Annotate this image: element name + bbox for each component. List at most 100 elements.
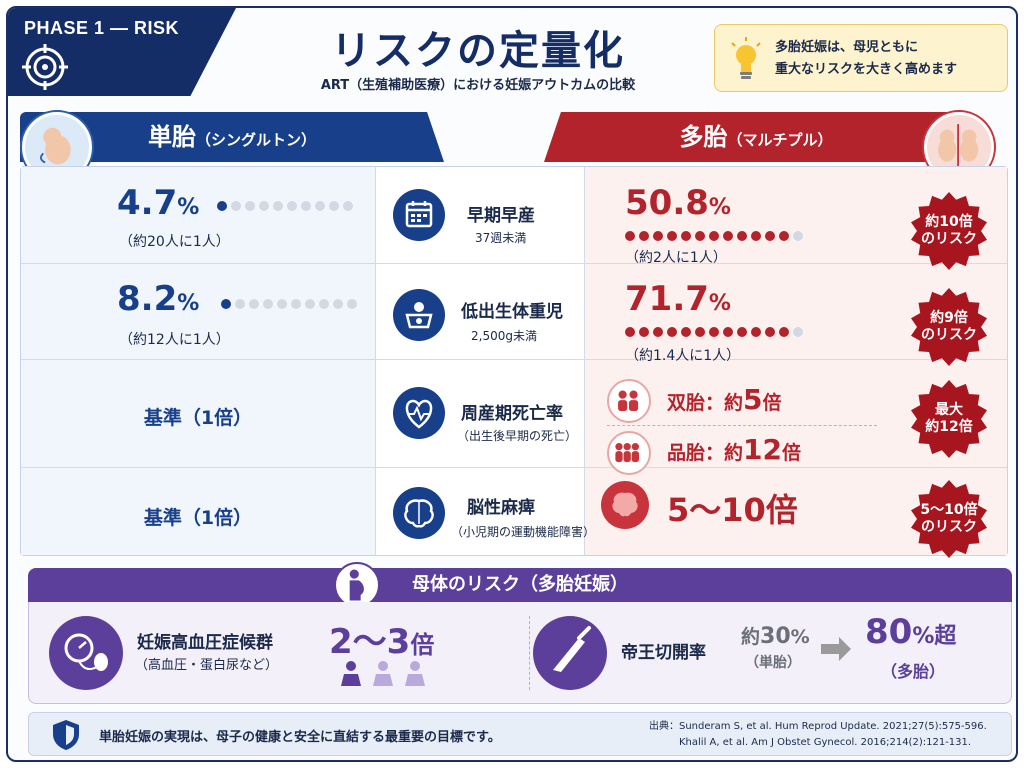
filled-dot	[737, 231, 747, 241]
filled-dot	[751, 327, 761, 337]
empty-dot	[235, 299, 245, 309]
arrow-right-icon	[821, 637, 851, 661]
filled-dot	[639, 231, 649, 241]
tip-text: 多胎妊娠は、母児ともに 重大なリスクを大きく高めます	[775, 37, 1003, 81]
maternal-section-header: 母体のリスク（多胎妊娠）	[28, 568, 1012, 602]
empty-dot	[347, 299, 357, 309]
filled-dot	[751, 231, 761, 241]
filled-dot	[765, 327, 775, 337]
row-divider	[21, 467, 1007, 468]
preterm-single-dots	[217, 201, 353, 211]
empty-dot	[273, 201, 283, 211]
single-header-sub: （シングルトン）	[195, 131, 316, 149]
triplets-label: 品胎：約	[667, 442, 744, 464]
preterm-multi-ratio: （約2人に1人）	[625, 250, 727, 266]
filled-dot	[681, 231, 691, 241]
pregnant-mother-icon	[334, 562, 380, 608]
phase-label: PHASE 1 — RISK	[24, 18, 180, 38]
triplets-icon	[607, 431, 651, 475]
page-subtitle: ART（生殖補助医療）における妊娠アウトカムの比較	[320, 78, 636, 93]
hypertension-value: 2～3倍	[329, 614, 434, 663]
citations: 出典：Sunderam S, et al. Hum Reprod Update.…	[649, 719, 1005, 751]
lbw-multi-dots	[625, 327, 803, 337]
filled-dot	[653, 231, 663, 241]
page-title: リスクの定量化	[331, 28, 625, 74]
multi-header-sub: （マルチプル）	[727, 131, 833, 149]
empty-dot	[793, 231, 803, 241]
filled-dot	[723, 231, 733, 241]
filled-dot	[737, 327, 747, 337]
preterm-multi-pct: 50.8%	[625, 183, 731, 223]
filled-dot	[779, 231, 789, 241]
cp-sublabel: （小児期の運動機能障害）	[451, 525, 596, 539]
filled-dot	[639, 327, 649, 337]
filled-dot	[765, 231, 775, 241]
cesarean-multi-number: 80	[865, 612, 913, 652]
preterm-single-pct: 4.7%	[117, 183, 199, 223]
filled-dot	[779, 327, 789, 337]
hypertension-sublabel: （高血圧・蛋白尿など）	[135, 658, 279, 673]
maternal-section-body: 妊娠高血圧症候群 （高血圧・蛋白尿など） 2～3倍 帝王切開率 約30% （単胎…	[28, 602, 1012, 704]
scalpel-icon	[533, 616, 607, 690]
empty-dot	[793, 327, 803, 337]
shield-icon	[53, 720, 79, 750]
multi-header-main: 多胎	[679, 123, 728, 151]
women-group-icon	[341, 661, 425, 686]
lbw-sublabel: 2,500g未満	[471, 329, 537, 343]
perinatal-single-baseline: 基準（1倍）	[143, 407, 253, 429]
empty-dot	[259, 201, 269, 211]
comparison-table: 4.7% （約20人に1人） 早期早産 37週未満 50.8% （約2人に1人）…	[20, 166, 1008, 558]
triplets-unit: 倍	[781, 442, 801, 464]
cesarean-single-number: 30	[760, 624, 791, 649]
cesarean-single-value: 約30%	[741, 622, 810, 649]
cesarean-single-prefix: 約	[741, 626, 761, 648]
empty-dot	[343, 201, 353, 211]
preterm-sublabel: 37週未満	[475, 231, 527, 245]
cesarean-multi-unit: %超	[912, 624, 957, 649]
triplets-value: 12	[743, 433, 782, 466]
twins-unit: 倍	[762, 392, 782, 414]
lbw-risk-badge: 約9倍 のリスク	[909, 287, 989, 367]
preterm-single-ratio: （約20人に1人）	[119, 234, 230, 250]
filled-dot	[653, 327, 663, 337]
maternal-title: 母体のリスク（多胎妊娠）	[412, 574, 628, 595]
tip-box: 多胎妊娠は、母児ともに 重大なリスクを大きく高めます	[714, 24, 1008, 92]
twins-icon	[607, 379, 651, 423]
target-icon	[22, 44, 68, 90]
multi-column-header: 多胎（マルチプル）	[544, 112, 968, 162]
preterm-label: 早期早産	[467, 206, 535, 226]
hypertension-label: 妊娠高血圧症候群	[137, 633, 273, 653]
cesarean-label: 帝王切開率	[621, 643, 706, 663]
single-header-main: 単胎	[147, 123, 196, 151]
single-column-bg	[21, 167, 375, 555]
cesarean-single-sublabel: （単胎）	[745, 655, 801, 671]
perinatal-label: 周産期死亡率	[461, 404, 563, 424]
preterm-single-value: 4.7	[117, 183, 178, 223]
lbw-single-pct: 8.2%	[117, 279, 199, 319]
perinatal-risk-badge: 最大 約12倍	[909, 379, 989, 459]
filled-dot	[217, 201, 227, 211]
lbw-single-unit: %	[177, 291, 200, 316]
row-divider	[21, 263, 1007, 264]
filled-dot	[681, 327, 691, 337]
filled-dot	[709, 231, 719, 241]
dashed-divider	[607, 425, 877, 426]
filled-dot	[667, 327, 677, 337]
maternal-divider	[529, 616, 530, 690]
footer-message: 単胎妊娠の実現は、母子の健康と安全に直結する最重要の目標です。	[99, 730, 501, 745]
lbw-single-dots	[221, 299, 357, 309]
footer-bar: 単胎妊娠の実現は、母子の健康と安全に直結する最重要の目標です。 出典：Sunde…	[28, 712, 1012, 756]
preterm-multi-value: 50.8	[625, 183, 709, 223]
triplets-risk: 品胎：約12倍	[667, 433, 801, 466]
empty-dot	[305, 299, 315, 309]
lbw-badge-line2: のリスク	[921, 327, 977, 343]
filled-dot	[221, 299, 231, 309]
lbw-multi-value: 71.7	[625, 279, 709, 319]
hypertension-unit: 倍	[410, 631, 435, 659]
empty-dot	[333, 299, 343, 309]
lbw-multi-pct: 71.7%	[625, 279, 731, 319]
preterm-badge-line1: 約10倍	[925, 214, 973, 230]
brain-icon	[393, 487, 445, 539]
cp-badge-line2: のリスク	[921, 519, 977, 535]
twins-label: 双胎：約	[667, 392, 744, 414]
